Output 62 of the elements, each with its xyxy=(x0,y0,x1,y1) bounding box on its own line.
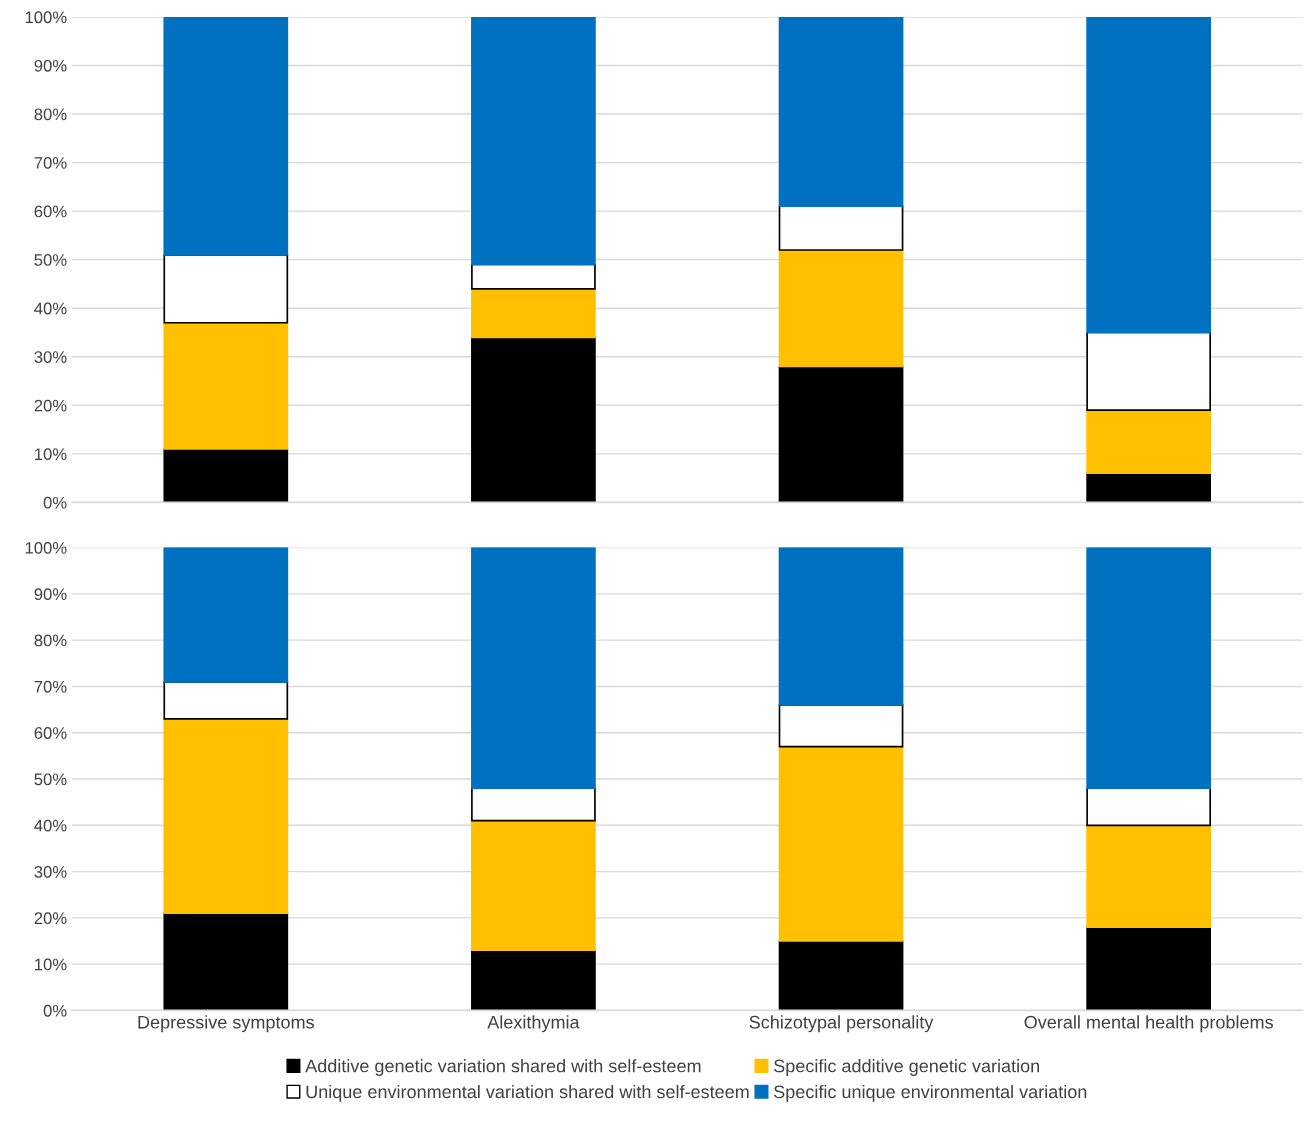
y-tick-label: 90% xyxy=(34,59,67,72)
bar xyxy=(471,547,596,790)
bar xyxy=(163,253,289,324)
y-tick-label: 0% xyxy=(43,496,67,509)
bar xyxy=(778,940,904,1011)
y-tick-label: 40% xyxy=(34,302,67,315)
legend-label: Additive genetic variation shared with self-esteem xyxy=(305,1059,701,1076)
y-tick-label: 10% xyxy=(35,958,67,971)
bar xyxy=(1086,824,1212,928)
y-tick-label: 0% xyxy=(43,1004,67,1017)
y-tick-label: 70% xyxy=(34,680,67,693)
bar xyxy=(778,704,904,748)
bar xyxy=(778,365,904,503)
y-tick-label: 80% xyxy=(34,108,67,121)
x-tick-label: Alexithymia xyxy=(487,1015,580,1033)
y-tick-label: 30% xyxy=(34,351,67,363)
bar xyxy=(163,448,289,503)
legend-label: Specific additive genetic variation xyxy=(774,1059,1040,1076)
bar xyxy=(471,949,596,1011)
bar xyxy=(778,205,904,251)
bar xyxy=(471,16,596,266)
bar xyxy=(1086,331,1212,412)
y-tick-label: 60% xyxy=(34,205,67,218)
bar xyxy=(778,16,904,208)
bar xyxy=(163,16,289,256)
bar xyxy=(471,287,596,339)
y-tick-label: 20% xyxy=(34,912,67,925)
bar xyxy=(1086,926,1212,1011)
y-tick-label: 50% xyxy=(34,254,67,266)
bar xyxy=(163,717,289,915)
x-tick-label: Overall mental health problems xyxy=(1024,1015,1273,1033)
y-tick-label: 100% xyxy=(25,541,67,554)
bar xyxy=(1086,547,1212,790)
y-tick-label: 10% xyxy=(35,448,67,461)
y-tick-label: 90% xyxy=(34,588,67,601)
bar xyxy=(163,547,289,683)
bar xyxy=(778,249,904,368)
y-tick-label: 100% xyxy=(25,11,67,24)
legend-label: Unique environmental variation shared with self-esteem xyxy=(306,1084,749,1102)
bar xyxy=(1086,787,1212,827)
y-tick-label: 20% xyxy=(34,399,67,412)
bar xyxy=(163,321,289,450)
bar xyxy=(471,819,596,952)
bar xyxy=(778,547,904,706)
y-tick-label: 50% xyxy=(34,773,67,786)
bar xyxy=(471,336,596,503)
bar xyxy=(1086,16,1212,334)
y-tick-label: 80% xyxy=(34,634,67,647)
y-tick-label: 40% xyxy=(34,819,67,832)
x-tick-label: Depressive symptoms xyxy=(138,1015,314,1033)
x-tick-label: Schizotypal personality xyxy=(749,1015,934,1033)
bar xyxy=(163,680,289,720)
bar xyxy=(1086,409,1212,475)
bar xyxy=(471,263,596,290)
y-tick-label: 60% xyxy=(34,727,67,739)
y-tick-label: 70% xyxy=(34,156,67,169)
bar xyxy=(1086,472,1212,503)
bar xyxy=(471,787,596,822)
bar xyxy=(778,745,904,942)
y-tick-label: 30% xyxy=(34,865,67,878)
bar xyxy=(163,912,289,1011)
legend-label: Specific unique environmental variation xyxy=(774,1084,1087,1102)
